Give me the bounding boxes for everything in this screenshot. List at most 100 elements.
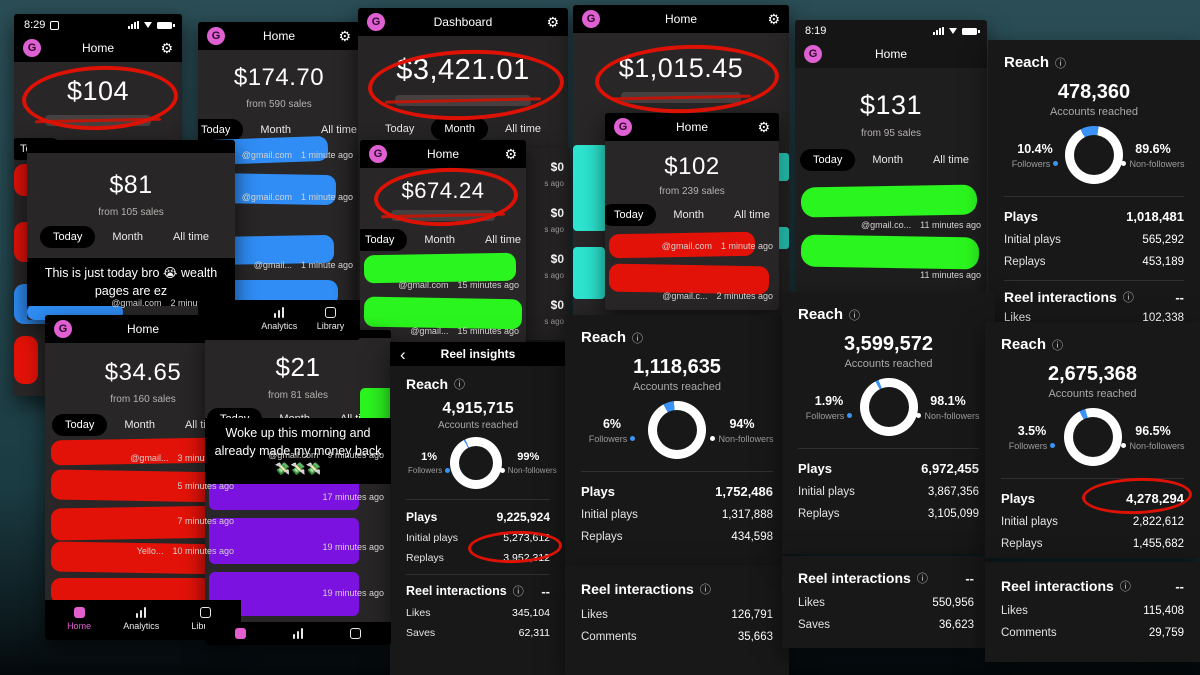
replays-row: Replays 3,952,312 (406, 552, 550, 564)
tab-all-time[interactable]: All time (320, 124, 357, 136)
nav-analytics[interactable] (292, 628, 304, 639)
reach-value: 4,915,715 (442, 400, 514, 417)
gumroad-logo[interactable]: G (54, 320, 72, 338)
tab-month[interactable]: Month (112, 231, 143, 243)
transaction-row: 5 minutes ago (177, 481, 234, 491)
page-title: Home (675, 120, 708, 134)
tab-month[interactable]: Month (673, 209, 704, 221)
info-icon[interactable]: ⓘ (632, 332, 644, 345)
tab-month[interactable]: Month (124, 419, 155, 431)
page-title: Home (426, 147, 459, 161)
tab-month[interactable]: Month (260, 124, 291, 136)
bottom-nav (205, 622, 391, 645)
transaction-row: 19 minutes ago (322, 588, 384, 598)
likes-row: Likes 345,104 (406, 607, 550, 619)
tab-all-time[interactable]: All time (733, 209, 770, 221)
gumroad-logo[interactable]: G (369, 145, 387, 163)
settings-gear-icon[interactable]: ⚙ (757, 119, 770, 135)
overlay-caption: This is just today bro 😭 wealth pages ar… (27, 258, 235, 307)
info-icon[interactable]: ⓘ (1055, 57, 1067, 70)
reel-interactions-header: Reel interactions ⓘ -- (1004, 289, 1184, 305)
back-chevron-icon[interactable]: ‹ (400, 344, 406, 364)
signal-icon (128, 21, 139, 29)
nav-analytics[interactable]: Analytics (123, 607, 159, 631)
transaction-row: 19 minutes ago (322, 542, 384, 552)
info-icon[interactable]: ⓘ (1052, 339, 1064, 352)
reach-donut-chart (859, 378, 918, 436)
gumroad-logo[interactable]: G (614, 118, 632, 136)
tab-today[interactable]: Today (40, 226, 96, 248)
tab-today[interactable]: Today (385, 123, 415, 135)
period-tabs: Today Month All time (605, 204, 779, 226)
tab-today[interactable]: Today (605, 204, 657, 226)
info-icon[interactable]: ⓘ (1122, 292, 1134, 304)
reach-donut-chart (648, 401, 706, 459)
app-header: G Home ⚙ (605, 113, 779, 141)
info-icon[interactable]: ⓘ (454, 379, 466, 391)
likes-row: Likes 115,408 (1001, 605, 1184, 617)
ledger-row: $0 s ago (544, 160, 564, 188)
info-icon[interactable]: ⓘ (1119, 581, 1131, 593)
tab-today[interactable]: Today (52, 414, 108, 436)
nav-home[interactable] (234, 628, 246, 639)
redaction-scribble (800, 234, 980, 270)
reach-header: Reach ⓘ (406, 376, 550, 392)
nav-library[interactable]: Library (317, 307, 344, 331)
tab-all-time[interactable]: All time (484, 234, 521, 246)
tab-today[interactable]: Today (198, 119, 244, 141)
reach-title: Reach (1001, 336, 1047, 353)
reel-interactions-header: Reel interactions ⓘ -- (406, 583, 550, 599)
non-followers-stat: 96.5% Non-followers (1121, 424, 1185, 451)
tab-all-time[interactable]: All time (504, 123, 541, 135)
tab-today[interactable]: Today (800, 149, 856, 171)
redaction-scribble (14, 336, 38, 384)
nav-library[interactable] (350, 628, 362, 639)
settings-gear-icon[interactable]: ⚙ (546, 14, 559, 30)
non-followers-stat: 98.1% Non-followers (916, 394, 980, 421)
reach-donut-row: 6% Followers 94% Non-followers (581, 401, 774, 459)
info-icon[interactable]: ⓘ (512, 586, 524, 598)
ledger-row: $0 s ago (544, 206, 564, 234)
info-icon[interactable]: ⓘ (849, 309, 861, 322)
replays-row: Replays 1,455,682 (1001, 538, 1184, 550)
reach-value: 478,360 (1057, 81, 1131, 103)
reach-header: Reach ⓘ (1004, 54, 1184, 71)
info-icon[interactable]: ⓘ (699, 584, 711, 596)
non-followers-stat: 89.6% Non-followers (1121, 142, 1185, 169)
transaction-row: @gmail.com 9 minutes ago (268, 450, 384, 460)
tab-month[interactable]: Month (424, 234, 455, 246)
tab-month[interactable]: Month (431, 118, 488, 140)
divider (406, 499, 550, 500)
settings-gear-icon[interactable]: ⚙ (160, 40, 173, 56)
gumroad-logo[interactable]: G (804, 45, 822, 63)
gumroad-logo[interactable]: G (207, 27, 225, 45)
nav-home[interactable]: Home (67, 607, 91, 631)
tab-all-time[interactable]: All time (172, 231, 209, 243)
settings-gear-icon[interactable]: ⚙ (767, 11, 780, 27)
gumroad-logo[interactable]: G (582, 10, 600, 28)
followers-stat: 3.5% Followers (1003, 424, 1061, 451)
tab-all-time[interactable]: All time (932, 154, 969, 166)
earnings-amount: $1,015.45 (618, 53, 744, 83)
followers-dot (847, 413, 853, 418)
settings-gear-icon[interactable]: ⚙ (504, 146, 517, 162)
transaction-row: 17 minutes ago (322, 492, 384, 502)
earnings-amount: $81 (109, 171, 153, 199)
transaction-row: Yello... 10 minutes ago (136, 546, 234, 556)
analytics-icon (292, 628, 304, 639)
non-followers-dot (1121, 161, 1127, 166)
nav-analytics[interactable]: Analytics (261, 307, 297, 331)
sales-count-redacted (621, 92, 741, 103)
gumroad-logo[interactable]: G (367, 13, 385, 31)
reel-interactions-header: Reel interactions ⓘ -- (798, 570, 974, 586)
tab-month[interactable]: Month (872, 154, 903, 166)
tab-today[interactable]: Today (360, 229, 408, 251)
page-title: Home (874, 47, 907, 61)
accounts-reached-label: Accounts reached (437, 420, 519, 431)
settings-gear-icon[interactable]: ⚙ (338, 28, 351, 44)
replays-row: Replays 434,598 (581, 531, 773, 543)
info-icon[interactable]: ⓘ (916, 573, 928, 585)
redaction-scribble (51, 578, 233, 604)
transaction-row: @gmail.com 1 minute ago (661, 241, 773, 251)
gumroad-logo[interactable]: G (23, 39, 41, 57)
